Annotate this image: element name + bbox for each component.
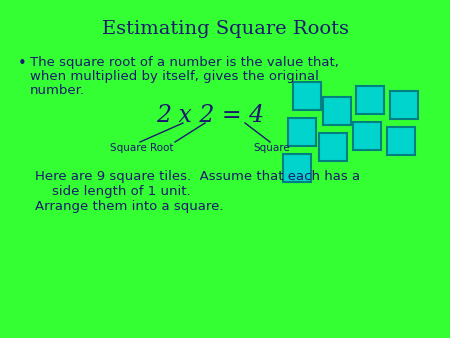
Text: Square: Square (254, 143, 290, 153)
Text: number.: number. (30, 84, 85, 97)
Bar (319, 133, 347, 161)
Bar (353, 122, 381, 150)
Text: Here are 9 square tiles.  Assume that each has a: Here are 9 square tiles. Assume that eac… (35, 170, 360, 183)
Bar (323, 97, 351, 125)
Bar (387, 127, 415, 155)
Text: Square Root: Square Root (110, 143, 174, 153)
Text: 2 x 2 = 4: 2 x 2 = 4 (156, 103, 264, 126)
Text: Arrange them into a square.: Arrange them into a square. (35, 200, 224, 213)
Bar (288, 118, 316, 146)
Text: when multiplied by itself, gives the original: when multiplied by itself, gives the ori… (30, 70, 319, 83)
Text: •: • (18, 56, 27, 71)
Text: The square root of a number is the value that,: The square root of a number is the value… (30, 56, 339, 69)
Text: Estimating Square Roots: Estimating Square Roots (102, 20, 348, 38)
Bar (356, 86, 384, 114)
Bar (293, 82, 321, 110)
Bar (390, 91, 418, 119)
Text: side length of 1 unit.: side length of 1 unit. (35, 185, 191, 198)
Bar (283, 154, 311, 182)
